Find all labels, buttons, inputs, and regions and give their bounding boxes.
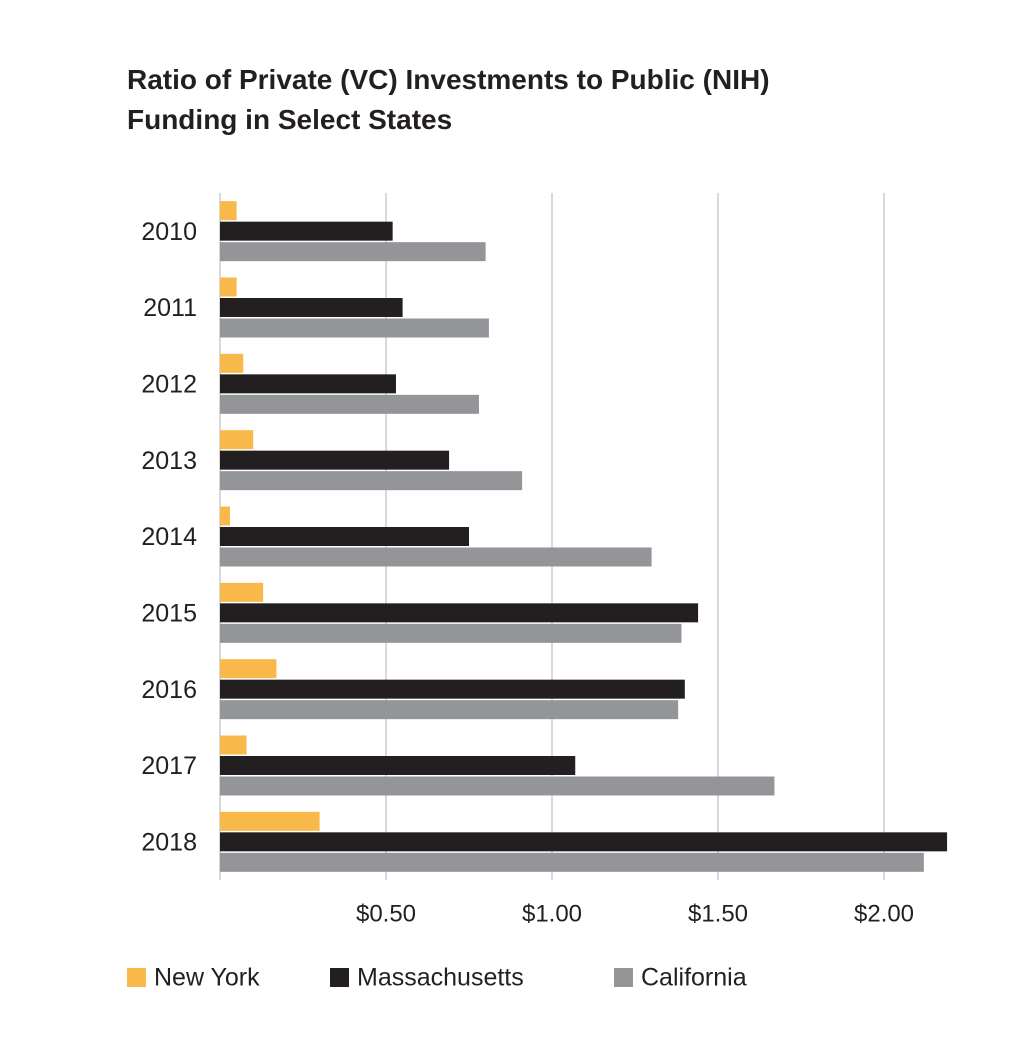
bar bbox=[220, 811, 320, 831]
legend-swatch bbox=[127, 968, 146, 987]
bar bbox=[220, 547, 652, 567]
bar bbox=[220, 221, 393, 241]
y-tick-label: 2015 bbox=[141, 599, 197, 627]
legend-swatch bbox=[614, 968, 633, 987]
bar bbox=[220, 832, 948, 852]
bar bbox=[220, 700, 679, 720]
bar bbox=[220, 201, 237, 221]
y-tick-label: 2010 bbox=[141, 218, 197, 246]
bar bbox=[220, 506, 230, 526]
y-tick-label: 2016 bbox=[141, 676, 197, 704]
bar bbox=[220, 318, 489, 338]
legend-label: Massachusetts bbox=[357, 964, 524, 992]
bar bbox=[220, 394, 479, 414]
legend-swatch bbox=[330, 968, 349, 987]
y-tick-label: 2012 bbox=[141, 370, 197, 398]
bar bbox=[220, 430, 254, 450]
bar bbox=[220, 450, 450, 470]
y-tick-label: 2011 bbox=[143, 294, 197, 322]
bar bbox=[220, 277, 237, 297]
legend-label: New York bbox=[154, 964, 260, 992]
bar bbox=[220, 679, 685, 699]
bar bbox=[220, 735, 247, 755]
bar bbox=[220, 852, 924, 872]
y-tick-label: 2017 bbox=[141, 752, 197, 780]
y-tick-label: 2018 bbox=[141, 828, 197, 856]
bar bbox=[220, 471, 523, 491]
bar bbox=[220, 776, 775, 796]
x-tick-label: $1.00 bbox=[522, 900, 582, 927]
x-tick-label: $2.00 bbox=[854, 900, 914, 927]
bar bbox=[220, 374, 396, 394]
legend-label: California bbox=[641, 964, 747, 992]
bar bbox=[220, 603, 699, 623]
bar bbox=[220, 353, 244, 373]
bar bbox=[220, 527, 469, 546]
chart-title: Ratio of Private (VC) Investments to Pub… bbox=[127, 64, 770, 135]
y-tick-label: 2013 bbox=[141, 447, 197, 475]
y-tick-label: 2014 bbox=[141, 523, 197, 551]
bar bbox=[220, 582, 264, 602]
bar bbox=[220, 298, 403, 317]
bar bbox=[220, 756, 576, 775]
bar bbox=[220, 242, 486, 262]
bar bbox=[220, 623, 682, 643]
x-tick-label: $1.50 bbox=[688, 900, 748, 927]
bar bbox=[220, 659, 277, 679]
x-tick-label: $0.50 bbox=[356, 900, 416, 927]
